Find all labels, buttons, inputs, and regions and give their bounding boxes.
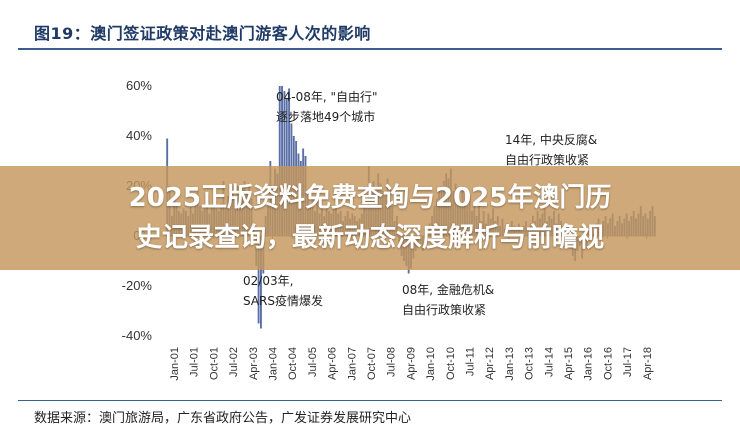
bar	[283, 91, 286, 236]
x-tick-label: Apr-03	[248, 347, 260, 380]
x-tick-label: Apr-06	[327, 347, 339, 380]
annotation-sars-line1: 02/03年,	[243, 274, 293, 288]
figure-title: 图19：澳门签证政策对赴澳门游客人次的影响	[34, 24, 371, 43]
bar	[257, 236, 260, 324]
overlay-line-1: 2025正版资料免费查询与2025年澳门历	[128, 183, 612, 213]
annotation-free-travel-line2: 逐步落地49个城市	[276, 109, 375, 124]
x-tick-label: Jul-14	[543, 347, 555, 377]
y-tick-label: 40%	[126, 128, 152, 143]
annotation-free-travel-line1: 04-08年, "自由行"	[276, 90, 378, 104]
x-tick-label: Oct-01	[208, 347, 220, 380]
annotation-anticorruption-line2: 自由行政策收紧	[505, 153, 589, 167]
bar	[260, 236, 262, 329]
overlay-banner-text: 2025正版资料免费查询与2025年澳门历 史记录查询，最新动态深度解析与前瞻视	[0, 178, 740, 258]
x-tick-label: Jul-05	[307, 347, 319, 377]
y-tick-label: 60%	[126, 78, 152, 93]
bar	[278, 86, 281, 236]
y-tick-label: -40%	[122, 328, 153, 343]
x-tick-label: Jul-01	[189, 347, 201, 377]
x-tick-label: Apr-12	[484, 347, 496, 380]
x-tick-label: Apr-09	[405, 347, 417, 380]
x-tick-label: Jul-02	[228, 347, 240, 377]
x-tick-label: Oct-07	[366, 347, 378, 380]
x-tick-label: Apr-15	[563, 347, 575, 380]
annotation-sars-line2: SARS疫情爆发	[243, 293, 323, 308]
bar	[288, 88, 291, 236]
annotation-anticorruption-line1: 14年, 中央反腐&	[505, 132, 597, 147]
annotation-free-travel: 04-08年, "自由行" 逐步落地49个城市	[276, 90, 378, 124]
annotation-sars: 02/03年, SARS疫情爆发	[243, 274, 323, 308]
x-tick-label: Oct-04	[287, 347, 299, 380]
annotation-financial-crisis-line2: 自由行政策收紧	[402, 303, 486, 317]
x-tick-label: Jul-11	[465, 347, 477, 376]
x-tick-label: Jul-08	[386, 347, 398, 377]
annotation-financial-crisis: 08年, 金融危机& 自由行政策收紧	[402, 282, 494, 317]
bar	[281, 86, 283, 236]
annotation-anticorruption: 14年, 中央反腐& 自由行政策收紧	[505, 132, 597, 167]
y-tick-label: -20%	[122, 278, 153, 293]
x-tick-label: Oct-16	[602, 347, 614, 380]
x-tick-label: Oct-13	[524, 347, 536, 380]
x-axis: Jan-01 Jul-01 Oct-01 Jul-02 Apr-03 Jan-04 Oct-…	[169, 233, 654, 381]
x-tick-label: Jan-04	[268, 347, 280, 381]
x-tick-label: Apr-18	[642, 347, 654, 380]
x-tick-label: Jan-13	[504, 347, 516, 381]
x-tick-label: Jan-01	[169, 347, 181, 381]
x-tick-label: Jan-07	[346, 347, 358, 381]
x-tick-label: Jan-16	[583, 347, 595, 381]
source-rule	[18, 400, 722, 401]
x-tick-label: Jul-17	[622, 347, 634, 377]
annotation-financial-crisis-line1: 08年, 金融危机&	[402, 282, 494, 297]
overlay-banner	[0, 166, 740, 270]
title-rule	[18, 48, 722, 50]
x-tick-label: Oct-10	[445, 347, 457, 380]
x-tick-label: Jan-10	[425, 347, 437, 381]
overlay-line-2: 史记录查询，最新动态深度解析与前瞻视	[135, 223, 604, 253]
data-source: 数据来源：澳门旅游局，广东省政府公告，广发证券发展研究中心	[34, 411, 412, 426]
